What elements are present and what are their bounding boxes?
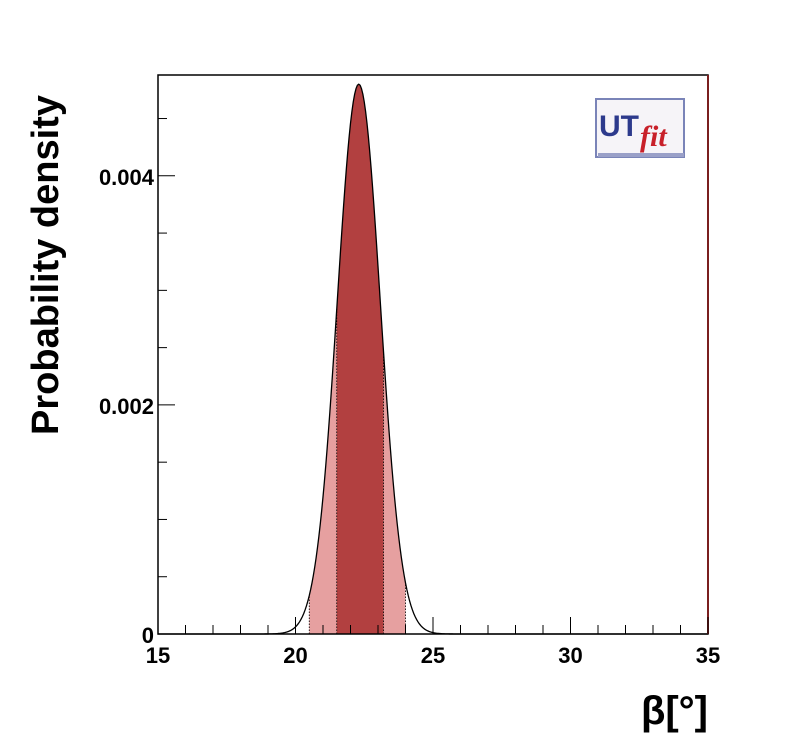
y-tick-label: 0 [142, 623, 154, 648]
x-tick-label: 15 [146, 643, 170, 668]
logo-text-fit: fit [640, 120, 668, 153]
plot-frame-right-edge [707, 75, 709, 634]
plot-frame [157, 74, 709, 635]
interval-boundaries [308, 309, 406, 634]
axis-ticks [157, 118, 709, 635]
x-axis-title: β[°] [641, 689, 708, 733]
x-tick-labels: 15 20 25 30 35 [146, 643, 720, 668]
y-tick-label: 0.002 [99, 394, 154, 419]
logo-text-ut: UT [599, 110, 639, 143]
interval-68pct-fill [336, 84, 384, 634]
logo-frame [595, 98, 685, 158]
x-tick-label: 25 [421, 643, 445, 668]
y-axis-title: Probability density [25, 95, 67, 435]
density-curve [158, 83, 708, 635]
x-tick-label: 30 [558, 643, 582, 668]
y-tick-labels: 0 0.002 0.004 [99, 165, 155, 648]
x-tick-label: 20 [283, 643, 307, 668]
utfit-logo: UT fit [595, 98, 685, 158]
y-tick-label: 0.004 [99, 165, 155, 190]
logo-frame-shadow [598, 153, 684, 157]
interval-fills [309, 84, 406, 635]
x-tick-label: 35 [696, 643, 720, 668]
